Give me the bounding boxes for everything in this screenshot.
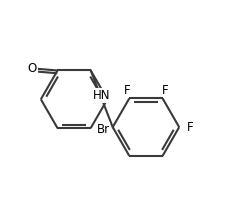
- Text: O: O: [28, 62, 37, 75]
- Text: F: F: [124, 84, 131, 97]
- Text: HN: HN: [93, 89, 110, 102]
- Text: Br: Br: [97, 123, 110, 136]
- Text: F: F: [187, 121, 194, 134]
- Text: F: F: [161, 84, 168, 97]
